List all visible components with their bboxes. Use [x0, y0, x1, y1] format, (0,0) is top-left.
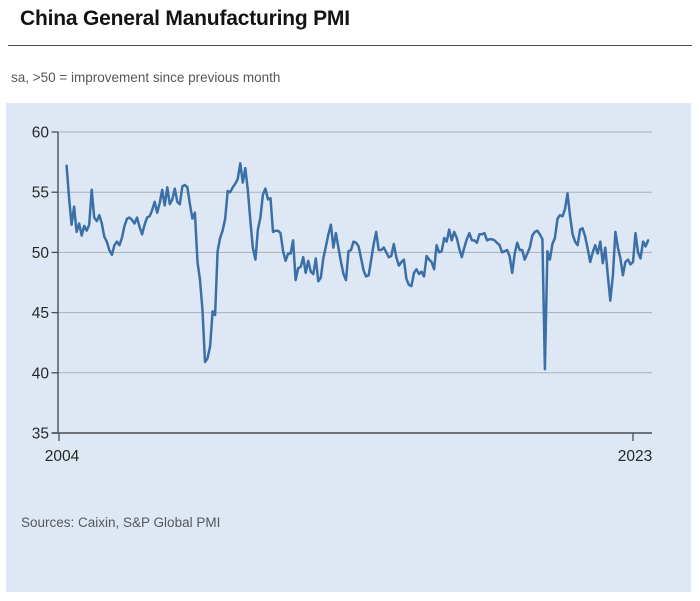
x-axis-label-start: 2004: [44, 448, 80, 465]
title-divider: [8, 45, 692, 46]
pmi-line-chart: 35 40 45 50 55 60: [32, 125, 652, 443]
y-axis-tick-label: 40: [32, 365, 50, 382]
y-axis-tick-label: 35: [32, 426, 49, 443]
sources-text: Sources: Caixin, S&P Global PMI: [21, 515, 221, 530]
y-axis-tick-label: 60: [32, 125, 50, 142]
page-title: China General Manufacturing PMI: [20, 7, 350, 30]
x-axis-label-end: 2023: [617, 448, 653, 465]
pmi-series-line: [65, 162, 650, 371]
chart-subtitle: sa, >50 = improvement since previous mon…: [11, 70, 281, 85]
chart-panel: 35 40 45 50 55 60 2004 2023 Sources: Caixin, …: [6, 103, 691, 592]
y-axis-tick-label: 45: [32, 305, 49, 322]
y-axis-tick-label: 55: [32, 185, 49, 202]
y-axis-tick-label: 50: [32, 245, 50, 262]
